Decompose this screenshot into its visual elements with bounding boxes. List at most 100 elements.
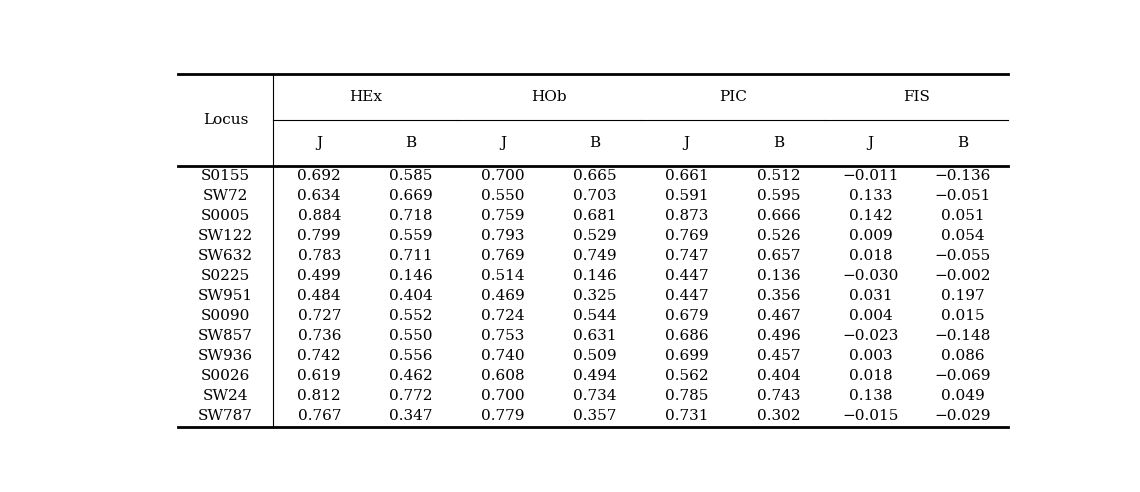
Text: 0.562: 0.562: [665, 369, 709, 383]
Text: 0.004: 0.004: [848, 309, 893, 323]
Text: HOb: HOb: [531, 90, 567, 104]
Text: 0.484: 0.484: [298, 289, 341, 303]
Text: 0.347: 0.347: [390, 409, 433, 424]
Text: 0.051: 0.051: [940, 209, 984, 223]
Text: 0.731: 0.731: [665, 409, 709, 424]
Text: 0.529: 0.529: [573, 229, 617, 243]
Text: 0.499: 0.499: [298, 269, 341, 283]
Text: J: J: [316, 136, 323, 150]
Text: 0.550: 0.550: [390, 329, 433, 343]
Text: 0.467: 0.467: [757, 309, 800, 323]
Text: 0.793: 0.793: [481, 229, 524, 243]
Text: SW24: SW24: [203, 390, 249, 403]
Text: 0.734: 0.734: [573, 390, 617, 403]
Text: 0.703: 0.703: [573, 189, 617, 203]
Text: 0.657: 0.657: [757, 249, 800, 263]
Text: 0.591: 0.591: [665, 189, 709, 203]
Text: SW72: SW72: [203, 189, 249, 203]
Text: 0.595: 0.595: [757, 189, 800, 203]
Text: 0.783: 0.783: [298, 249, 341, 263]
Text: S0026: S0026: [201, 369, 251, 383]
Text: S0225: S0225: [201, 269, 250, 283]
Text: 0.666: 0.666: [757, 209, 800, 223]
Text: −0.148: −0.148: [934, 329, 991, 343]
Text: 0.631: 0.631: [573, 329, 617, 343]
Text: 0.512: 0.512: [757, 169, 800, 183]
Text: 0.736: 0.736: [298, 329, 341, 343]
Text: −0.051: −0.051: [934, 189, 991, 203]
Text: 0.749: 0.749: [573, 249, 617, 263]
Text: B: B: [589, 136, 601, 150]
Text: 0.743: 0.743: [757, 390, 800, 403]
Text: 0.009: 0.009: [848, 229, 893, 243]
Text: 0.727: 0.727: [298, 309, 341, 323]
Text: 0.724: 0.724: [481, 309, 524, 323]
Text: 0.759: 0.759: [481, 209, 524, 223]
Text: 0.779: 0.779: [481, 409, 524, 424]
Text: −0.069: −0.069: [934, 369, 991, 383]
Text: −0.136: −0.136: [934, 169, 991, 183]
Text: −0.030: −0.030: [842, 269, 898, 283]
Text: Locus: Locus: [203, 113, 249, 127]
Text: 0.585: 0.585: [390, 169, 433, 183]
Text: 0.661: 0.661: [665, 169, 709, 183]
Text: −0.029: −0.029: [934, 409, 991, 424]
Text: 0.747: 0.747: [665, 249, 709, 263]
Text: 0.018: 0.018: [848, 369, 893, 383]
Text: 0.514: 0.514: [481, 269, 524, 283]
Text: 0.544: 0.544: [573, 309, 617, 323]
Text: 0.711: 0.711: [390, 249, 433, 263]
Text: SW632: SW632: [198, 249, 253, 263]
Text: 0.559: 0.559: [390, 229, 433, 243]
Text: 0.031: 0.031: [848, 289, 893, 303]
Text: 0.665: 0.665: [573, 169, 617, 183]
Text: S0005: S0005: [201, 209, 250, 223]
Text: 0.669: 0.669: [389, 189, 433, 203]
Text: 0.753: 0.753: [481, 329, 524, 343]
Text: 0.873: 0.873: [665, 209, 708, 223]
Text: 0.447: 0.447: [665, 269, 709, 283]
Text: 0.086: 0.086: [940, 349, 984, 363]
Text: 0.785: 0.785: [665, 390, 708, 403]
Text: 0.556: 0.556: [390, 349, 433, 363]
Text: 0.018: 0.018: [848, 249, 893, 263]
Text: 0.608: 0.608: [481, 369, 524, 383]
Text: S0155: S0155: [201, 169, 250, 183]
Text: 0.015: 0.015: [940, 309, 984, 323]
Text: 0.679: 0.679: [665, 309, 709, 323]
Text: 0.469: 0.469: [481, 289, 524, 303]
Text: 0.054: 0.054: [940, 229, 984, 243]
Text: 0.686: 0.686: [665, 329, 709, 343]
Text: PIC: PIC: [719, 90, 747, 104]
Text: 0.138: 0.138: [849, 390, 893, 403]
Text: 0.526: 0.526: [757, 229, 800, 243]
Text: 0.404: 0.404: [757, 369, 800, 383]
Text: 0.133: 0.133: [849, 189, 893, 203]
Text: S0090: S0090: [201, 309, 251, 323]
Text: 0.494: 0.494: [573, 369, 617, 383]
Text: 0.146: 0.146: [573, 269, 617, 283]
Text: SW122: SW122: [198, 229, 253, 243]
Text: 0.404: 0.404: [389, 289, 433, 303]
Text: 0.769: 0.769: [481, 249, 524, 263]
Text: J: J: [684, 136, 690, 150]
Text: 0.447: 0.447: [665, 289, 709, 303]
Text: 0.767: 0.767: [298, 409, 341, 424]
Text: −0.023: −0.023: [842, 329, 898, 343]
Text: 0.457: 0.457: [757, 349, 800, 363]
Text: 0.550: 0.550: [481, 189, 524, 203]
Text: 0.302: 0.302: [757, 409, 800, 424]
Text: SW857: SW857: [198, 329, 253, 343]
Text: 0.681: 0.681: [573, 209, 617, 223]
Text: 0.634: 0.634: [298, 189, 341, 203]
Text: 0.003: 0.003: [848, 349, 893, 363]
Text: B: B: [956, 136, 968, 150]
Text: 0.799: 0.799: [298, 229, 341, 243]
Text: 0.884: 0.884: [298, 209, 341, 223]
Text: 0.357: 0.357: [573, 409, 617, 424]
Text: 0.742: 0.742: [298, 349, 341, 363]
Text: FIS: FIS: [903, 90, 930, 104]
Text: −0.055: −0.055: [935, 249, 991, 263]
Text: 0.142: 0.142: [848, 209, 893, 223]
Text: SW951: SW951: [198, 289, 253, 303]
